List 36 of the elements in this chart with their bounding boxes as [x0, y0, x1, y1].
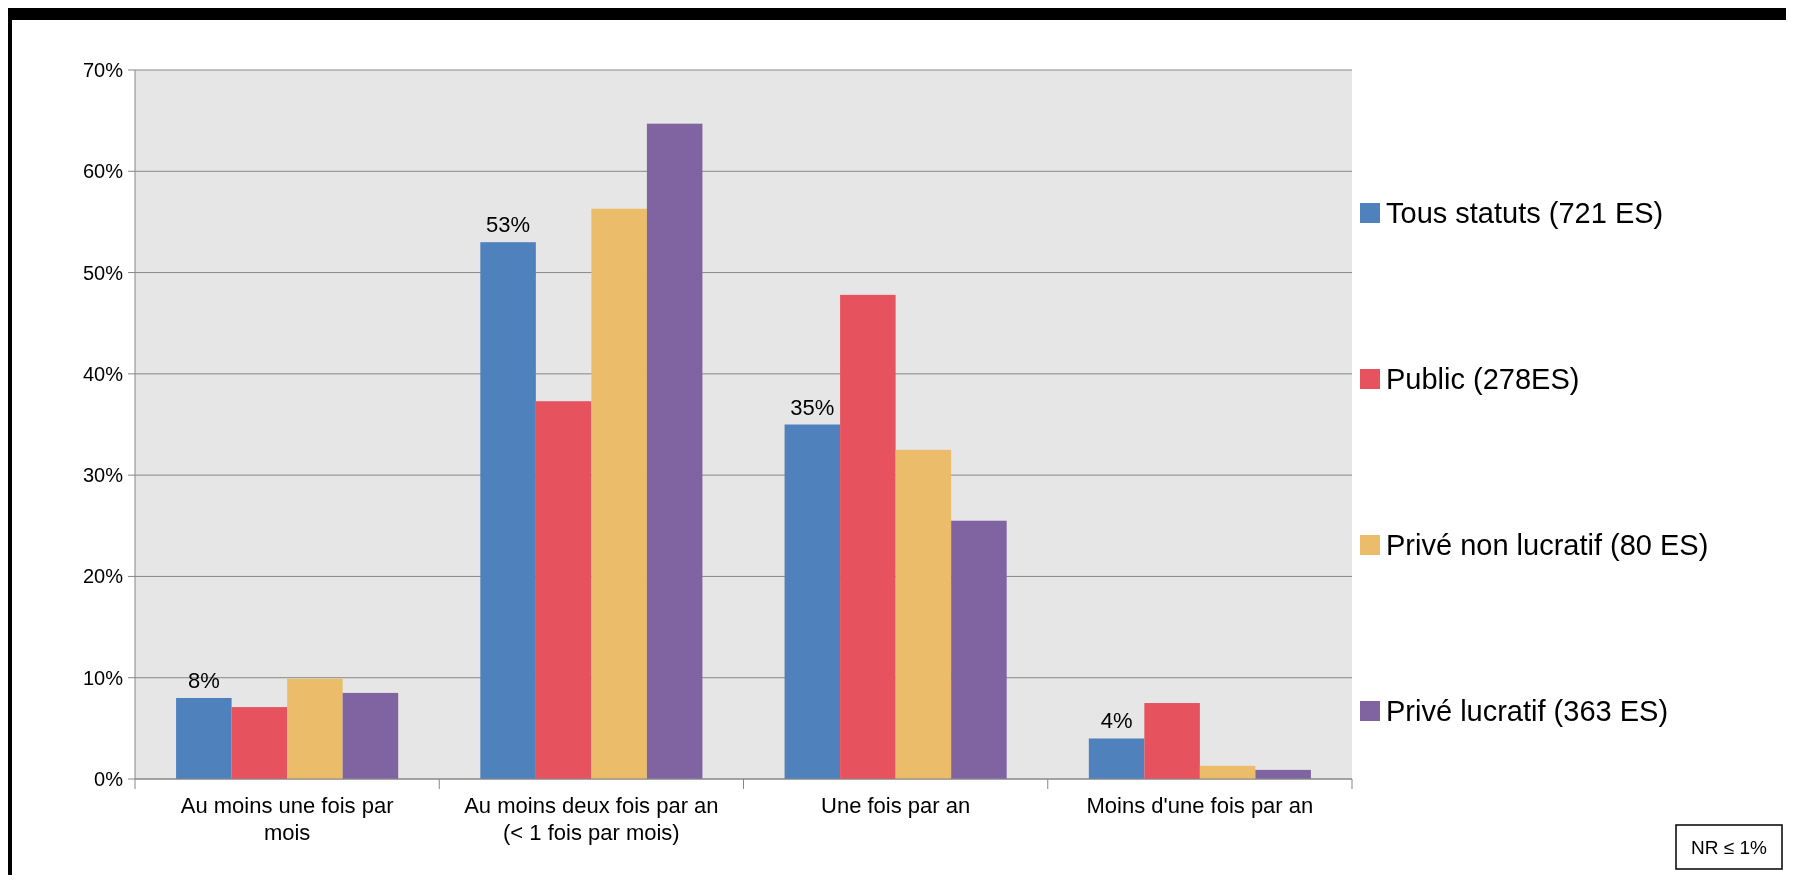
y-tick-label: 40% — [82, 362, 124, 385]
bar — [1199, 765, 1256, 779]
data-label: 4% — [1100, 708, 1133, 734]
bar — [591, 208, 647, 779]
x-tick-label: Au moins une fois par mois — [180, 793, 394, 845]
bar — [480, 242, 536, 779]
bar — [231, 707, 288, 779]
legend-label: Public (278ES) — [1386, 363, 1580, 396]
y-tick-label: 0% — [94, 768, 124, 790]
bar — [951, 520, 1007, 779]
bar — [342, 692, 399, 779]
bar — [535, 401, 592, 779]
bar — [1144, 703, 1200, 779]
legend-label: Privé non lucratif (80 ES) — [1386, 529, 1709, 562]
bar — [784, 424, 841, 779]
text: NR ≤ 1% — [1691, 836, 1768, 858]
bar — [646, 123, 703, 779]
bar — [176, 697, 232, 779]
x-tick-label: Moins d'une fois par an — [1086, 793, 1314, 818]
data-label: 35% — [790, 394, 835, 420]
x-tick-label: Au moins deux fois par an (< 1 fois par mois) — [464, 793, 719, 845]
data-label: 53% — [486, 212, 531, 238]
legend-label: Tous statuts (721 ES) — [1386, 197, 1664, 230]
y-tick-label: 60% — [82, 160, 124, 183]
y-tick-label: 70% — [82, 59, 124, 81]
bar — [1088, 738, 1145, 779]
y-tick-label: 50% — [82, 261, 124, 284]
legend-label: Privé lucratif (363 ES) — [1386, 695, 1669, 728]
data-label: 8% — [187, 667, 220, 693]
x-tick-label: Une fois par an — [821, 793, 971, 818]
y-tick-label: 30% — [82, 464, 124, 487]
bar — [895, 449, 952, 779]
bar — [840, 294, 896, 779]
bar — [287, 678, 343, 779]
y-tick-label: 20% — [82, 565, 124, 588]
y-tick-label: 10% — [82, 666, 124, 689]
